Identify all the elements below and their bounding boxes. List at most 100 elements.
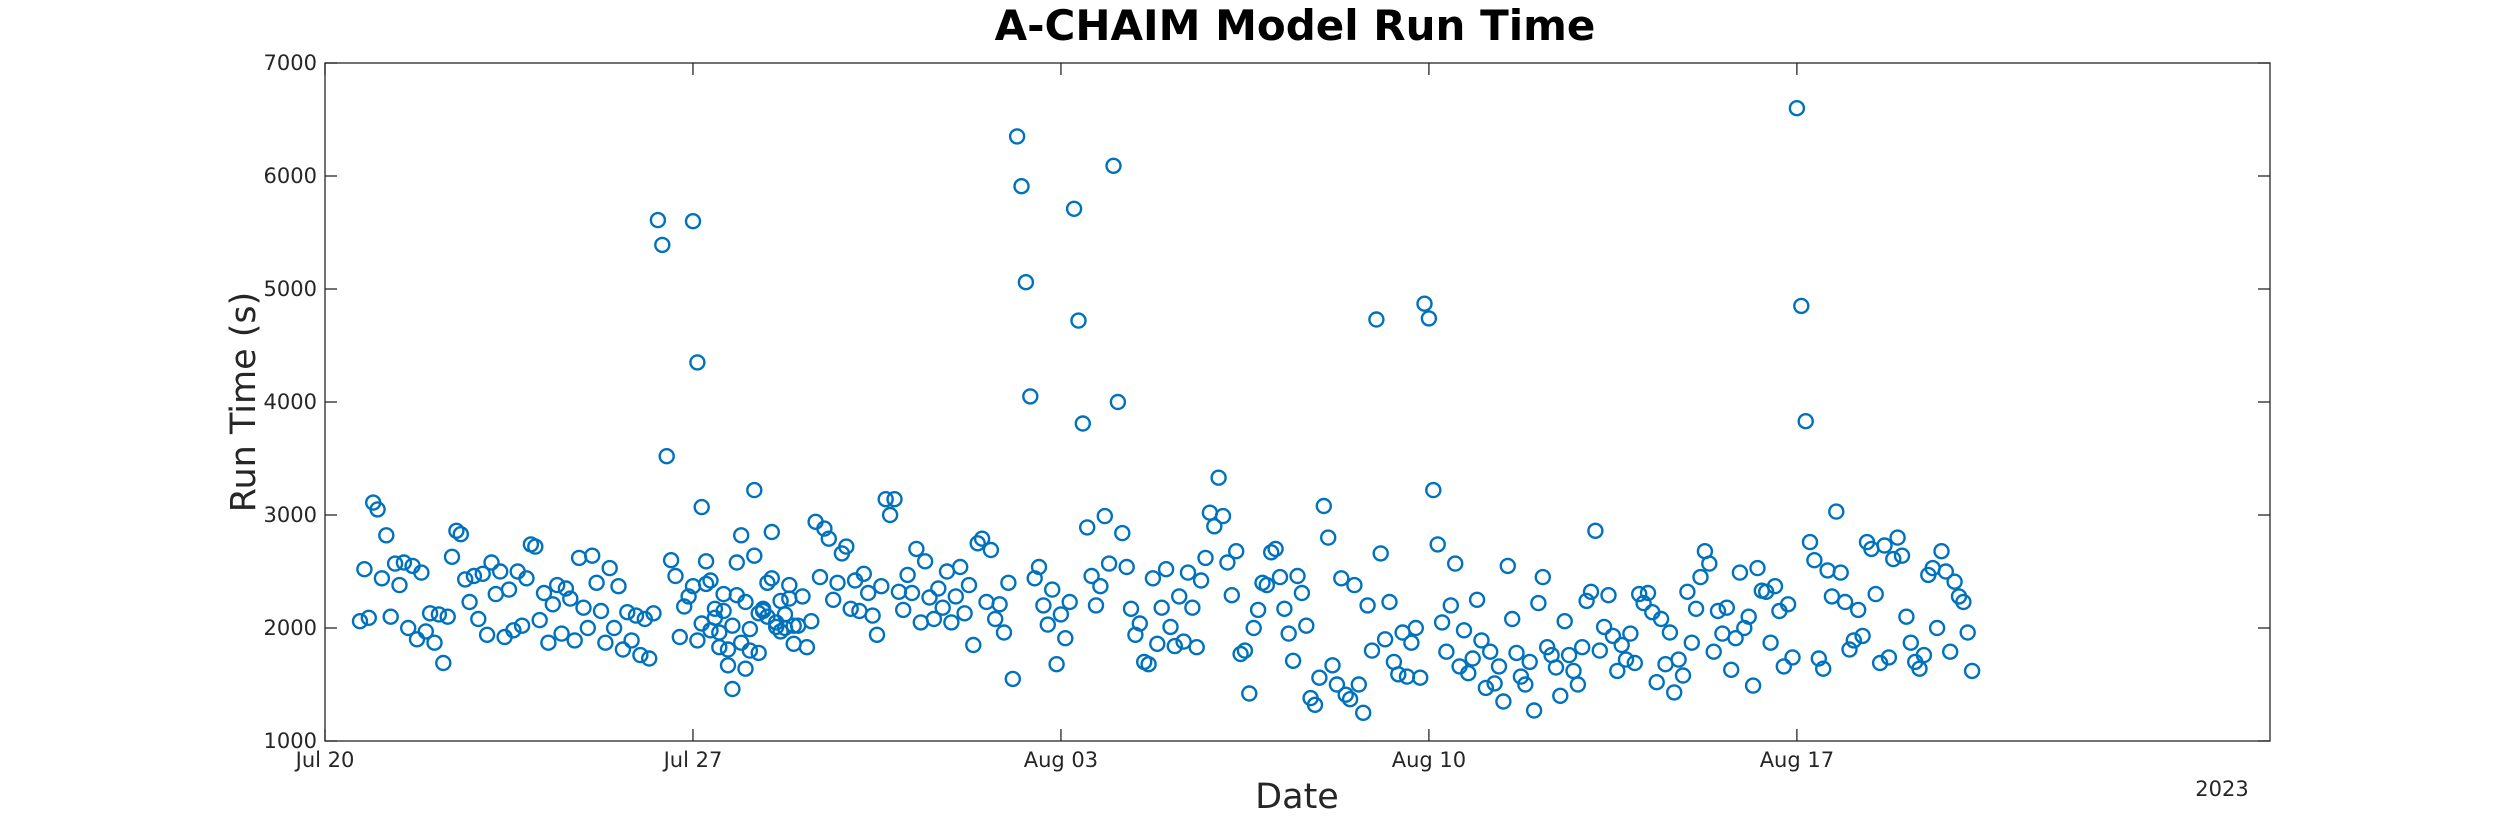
x-tick-label: Jul 20 [294, 748, 355, 772]
data-point [794, 588, 811, 605]
data-point [1258, 576, 1276, 594]
data-point [1131, 615, 1149, 632]
data-point [1289, 567, 1306, 585]
data-point [627, 607, 645, 624]
data-point [903, 584, 921, 602]
data-point [697, 553, 715, 570]
data-point [1122, 600, 1140, 617]
data-point [886, 491, 903, 508]
data-point [798, 639, 816, 656]
data-point [470, 610, 487, 628]
data-point [588, 574, 605, 591]
data-point [1223, 587, 1241, 604]
data-point [1495, 693, 1512, 710]
data-point [881, 506, 899, 524]
data-point [1166, 637, 1184, 655]
data-point [1784, 649, 1801, 666]
data-point [1311, 669, 1328, 686]
data-point [1057, 630, 1074, 647]
data-point [728, 554, 745, 571]
data-point [1517, 676, 1534, 693]
data-point [860, 584, 877, 602]
data-point [505, 622, 522, 639]
data-point [1227, 543, 1245, 560]
data-point [1267, 540, 1284, 558]
y-axis-label: Run Time (s) [224, 292, 264, 513]
data-point [1192, 572, 1210, 589]
data-point [1298, 617, 1315, 634]
data-point [575, 599, 592, 616]
data-point [435, 654, 452, 672]
data-point [1324, 657, 1341, 674]
data-point [474, 565, 491, 582]
data-point [1468, 591, 1486, 608]
data-point [1854, 627, 1871, 645]
data-point [1284, 652, 1302, 669]
data-point [825, 591, 842, 608]
data-point [921, 589, 938, 606]
data-point [443, 548, 461, 565]
data-point [1407, 619, 1425, 637]
y-tick-label: 6000 [264, 164, 317, 188]
data-point [1941, 643, 1959, 660]
data-point [549, 576, 566, 594]
data-point [1420, 310, 1438, 327]
data-point [934, 599, 951, 616]
data-point [873, 578, 890, 595]
data-point [943, 614, 960, 631]
data-point [1179, 564, 1197, 581]
data-point [1902, 634, 1920, 651]
data-point [1521, 653, 1538, 671]
x-axis-year-label: 2023 [2195, 777, 2248, 801]
data-point [1849, 601, 1867, 619]
data-point [395, 554, 413, 571]
data-point [702, 572, 719, 589]
data-point [1175, 633, 1192, 650]
data-point [1806, 552, 1823, 569]
data-point [518, 570, 535, 587]
data-point [592, 602, 610, 620]
data-point [483, 554, 500, 571]
data-point [1096, 507, 1114, 525]
data-point [1828, 503, 1845, 520]
data-point [715, 602, 732, 620]
y-tick-label: 2000 [264, 616, 317, 640]
data-point [1928, 619, 1946, 637]
data-point [684, 212, 702, 230]
data-point [553, 625, 570, 642]
data-point [864, 607, 881, 624]
data-point [1530, 594, 1547, 612]
data-point [1276, 600, 1293, 617]
data-point [1481, 643, 1499, 660]
data-point [1788, 99, 1806, 117]
data-point [1963, 662, 1981, 680]
data-point [457, 571, 474, 588]
data-point [960, 576, 978, 594]
data-point [1350, 676, 1368, 693]
data-point [1762, 634, 1779, 651]
data-point [649, 211, 667, 229]
data-point [1381, 593, 1398, 611]
y-tick-label: 1000 [264, 729, 317, 753]
data-point [1017, 274, 1035, 291]
plot-area [324, 62, 2271, 742]
data-point [1368, 311, 1385, 328]
data-point [1937, 563, 1955, 580]
y-tick-label: 7000 [264, 51, 317, 75]
data-point [1841, 641, 1858, 658]
data-point [1490, 658, 1508, 675]
data-point [1070, 312, 1087, 329]
data-point [1508, 644, 1525, 662]
data-point [557, 580, 575, 597]
data-point [1109, 393, 1127, 411]
data-point [741, 642, 759, 659]
data-point [1363, 642, 1381, 659]
data-point [417, 623, 434, 640]
data-point [439, 608, 456, 625]
data-point [1249, 601, 1267, 619]
data-point [741, 620, 759, 638]
data-point [351, 613, 369, 630]
data-point [1701, 555, 1718, 572]
data-point [579, 619, 596, 637]
data-point [1867, 585, 1884, 603]
